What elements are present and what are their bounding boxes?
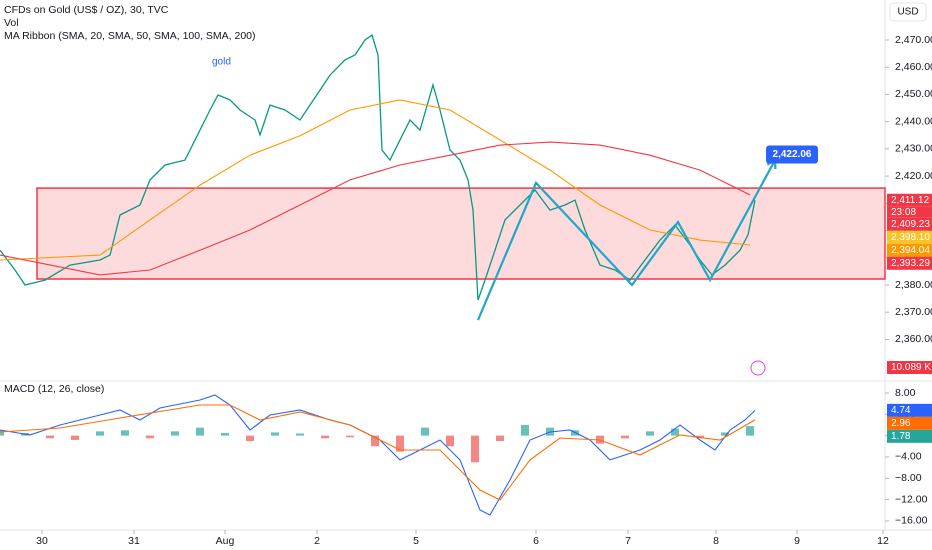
countdown: 23:08	[891, 207, 916, 218]
x-tick-label: 30	[36, 535, 48, 547]
series-line	[0, 141, 751, 276]
value-label	[887, 429, 932, 443]
y-tick-label: 2,470.00	[895, 34, 932, 46]
y-tick-label: −16.00	[895, 515, 928, 527]
x-tick-label: 7	[625, 535, 631, 547]
currency-button[interactable]	[889, 2, 927, 22]
currency: USD	[897, 7, 918, 18]
histogram-bar	[171, 431, 179, 436]
countdown-bg	[887, 206, 932, 218]
histogram-bar	[346, 435, 354, 438]
y-tick-label: 2,370.00	[895, 306, 932, 318]
macd-title: MACD (12, 26, close)	[4, 383, 104, 395]
value-label	[887, 403, 932, 417]
volume-label-text: 10.089 K	[891, 362, 931, 373]
histogram-bar	[721, 432, 729, 436]
price-label	[887, 217, 932, 231]
y-tick-label: 2,360.00	[895, 333, 932, 345]
x-tick-label: 5	[413, 535, 419, 547]
y-tick-label: 8.00	[895, 387, 916, 399]
x-tick-label: 9	[794, 535, 800, 547]
price-label	[887, 243, 932, 257]
x-tick-label: 2	[314, 535, 320, 547]
histogram-bar	[271, 432, 279, 436]
histogram-bar	[246, 435, 254, 441]
price-label-text: 2,398.10	[891, 232, 930, 243]
histogram-bar	[471, 435, 479, 463]
histogram-bar	[646, 431, 654, 436]
series-line	[0, 404, 756, 501]
price-label-text: 2,393.29	[891, 258, 930, 269]
price-label	[887, 230, 932, 244]
chart-title: CFDs on Gold (US$ / OZ), 30, TVC	[4, 4, 169, 16]
y-tick-label: −8.00	[895, 472, 922, 484]
x-tick-label: 12	[877, 535, 889, 547]
pattern-line	[476, 159, 776, 321]
series-line	[0, 394, 756, 516]
price-label-text: 2,409.23	[891, 219, 930, 230]
value-label-text: 4.74	[891, 405, 911, 416]
histogram-bar	[421, 427, 429, 436]
y-tick-label: −4.00	[895, 451, 922, 463]
histogram-bar	[0, 430, 4, 436]
histogram-bar	[196, 427, 204, 436]
histogram-bar	[521, 424, 529, 436]
price-label-text: 2,411.12	[891, 195, 930, 206]
callout-label: 2,422.06	[773, 149, 812, 160]
histogram-bar	[96, 431, 104, 436]
y-tick-label: −12.00	[895, 493, 928, 505]
value-label	[887, 416, 932, 430]
histogram-bar	[321, 435, 329, 439]
indicator-label: MA Ribbon (SMA, 20, SMA, 50, SMA, 100, S…	[4, 30, 256, 42]
histogram-bar	[746, 426, 754, 436]
x-tick-label: Aug	[216, 535, 235, 547]
price-label	[887, 256, 932, 270]
zone	[36, 187, 886, 280]
price-label-text: 2,394.04	[891, 245, 930, 256]
value-label-text: 2.96	[891, 418, 911, 429]
y-tick-label: 2,380.00	[895, 279, 932, 291]
histogram-bar	[371, 435, 379, 447]
callout-box	[766, 145, 818, 164]
volume-label	[887, 361, 932, 374]
series-line	[0, 99, 751, 261]
histogram-bar	[621, 435, 629, 439]
histogram-bar	[296, 433, 304, 436]
histogram-bar	[46, 435, 54, 439]
y-tick-label: 2,450.00	[895, 88, 932, 100]
histogram-bar	[146, 435, 154, 439]
annotation-text: gold	[212, 57, 231, 68]
y-tick-label: 2,420.00	[895, 170, 932, 182]
price-label	[887, 193, 932, 207]
x-tick-label: 31	[128, 535, 140, 547]
histogram-bar	[496, 435, 504, 441]
indicator-label: Vol	[4, 17, 19, 29]
x-tick-label: 6	[533, 535, 539, 547]
histogram-bar	[671, 428, 679, 436]
value-label-text: 1.78	[891, 431, 911, 442]
histogram-bar	[396, 435, 404, 452]
y-tick-label: 2,440.00	[895, 115, 932, 127]
histogram-bar	[71, 435, 79, 440]
y-tick-label: 2,430.00	[895, 143, 932, 155]
alert-icon[interactable]	[750, 360, 766, 376]
histogram-bar	[221, 432, 229, 436]
histogram-bar	[446, 435, 454, 447]
y-tick-label: 2,460.00	[895, 61, 932, 73]
histogram-bar	[121, 430, 129, 436]
x-tick-label: 8	[713, 535, 719, 547]
